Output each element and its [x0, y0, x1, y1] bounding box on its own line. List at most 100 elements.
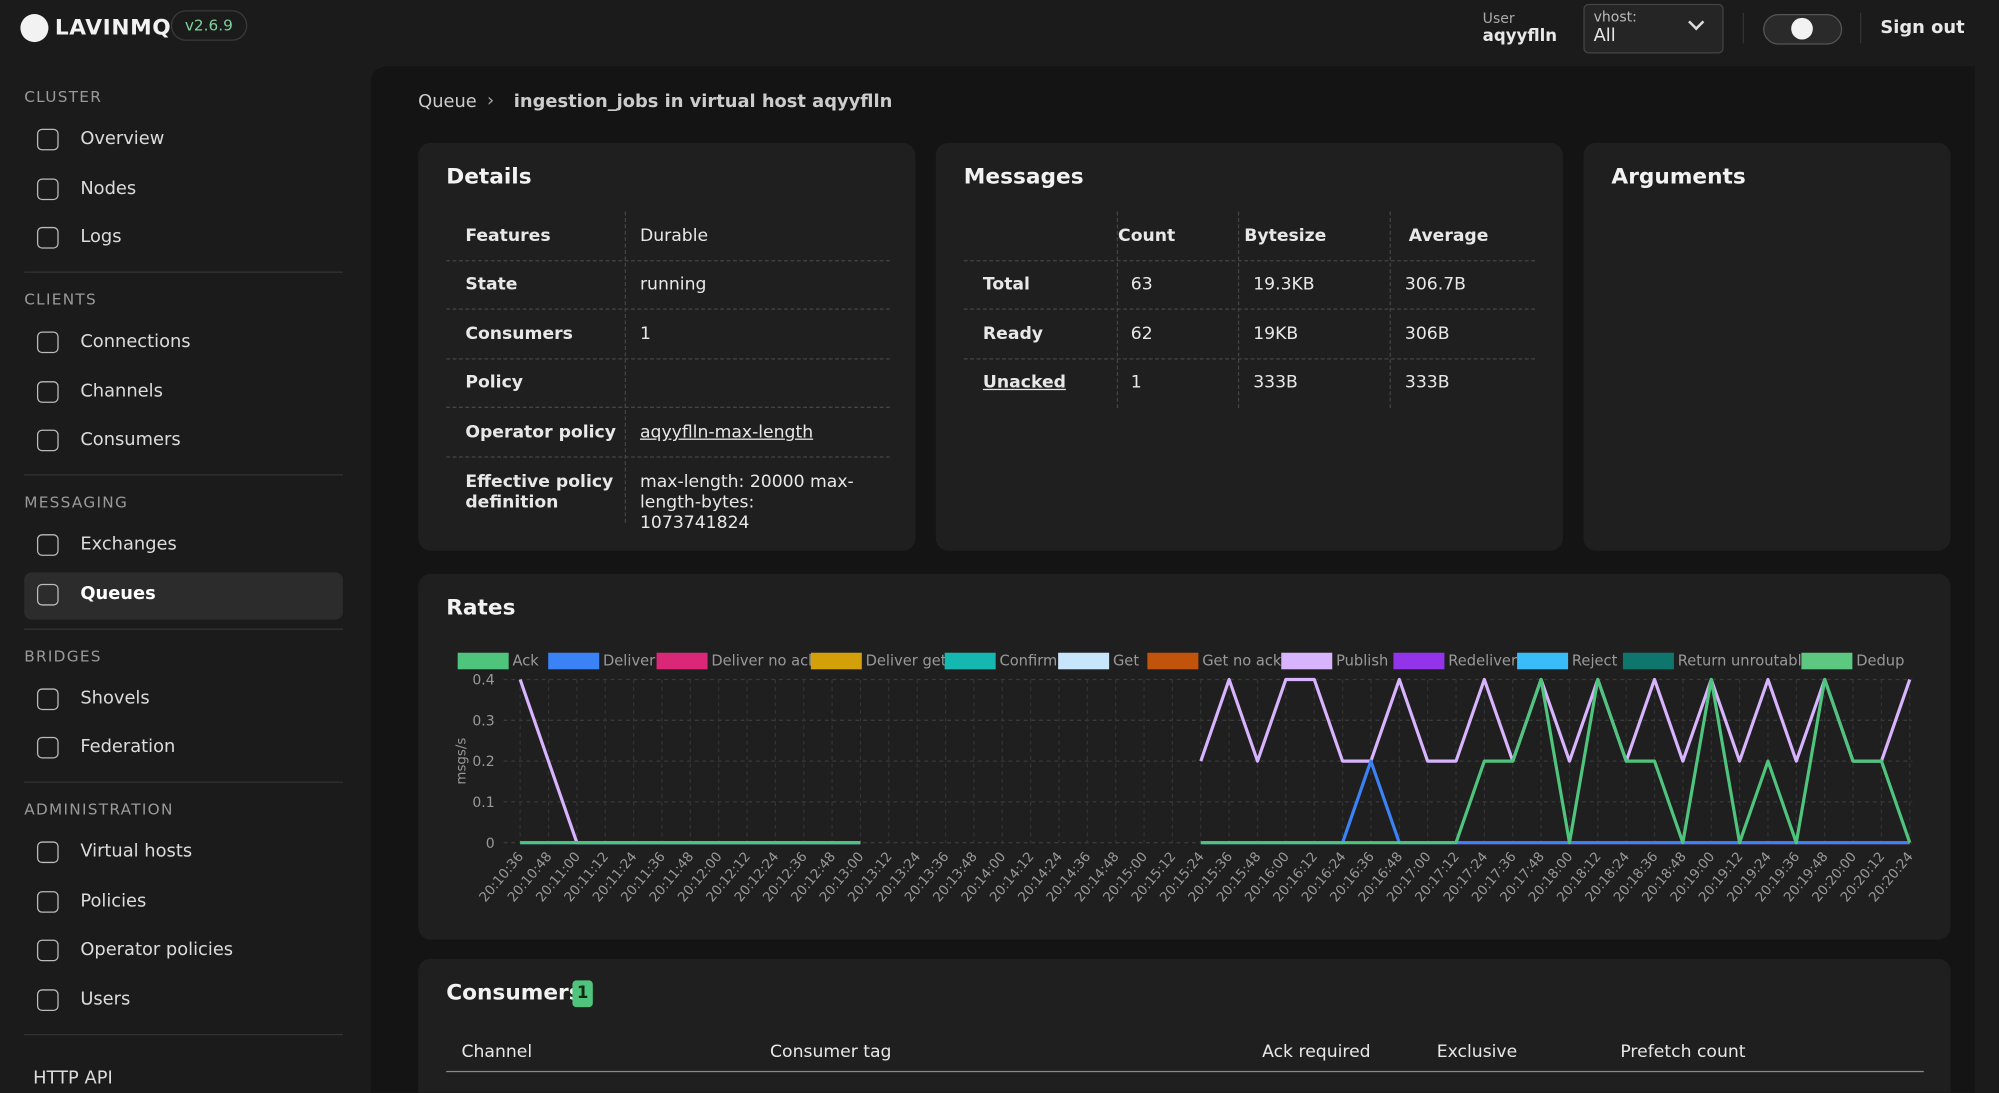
legend-swatch [1147, 652, 1199, 670]
detail-label: Features [465, 225, 551, 247]
http-api[interactable]: HTTP API [33, 1067, 113, 1089]
column-header: Exclusive [1436, 1041, 1518, 1062]
sidebar-divider [24, 627, 343, 630]
row-label[interactable]: Unacked [982, 372, 1066, 394]
user-name: aqyyflln [1482, 26, 1558, 46]
consumers-card [418, 958, 1951, 1093]
legend-swatch [548, 652, 600, 670]
y-tick-label: 0.2 [472, 754, 494, 770]
cell: 62 [1130, 323, 1153, 344]
row-divider [963, 357, 1535, 360]
col-divider [624, 211, 626, 523]
cell: 19KB [1253, 323, 1299, 344]
card-title: Rates [446, 595, 516, 621]
nav-item[interactable]: Consumers [80, 429, 181, 451]
details-card [418, 142, 916, 551]
nav-item[interactable]: Federation [80, 736, 176, 758]
y-tick-label: 0 [486, 836, 495, 852]
header-divider [1860, 12, 1862, 44]
legend-swatch [1517, 652, 1569, 670]
detail-value: max-length: 20000 max-length-bytes: 1073… [639, 471, 854, 533]
nav-item[interactable]: Nodes [80, 177, 137, 199]
detail-label: Consumers [465, 323, 573, 345]
legend-swatch [810, 652, 862, 670]
nav-item[interactable]: Policies [80, 890, 147, 911]
legend-swatch [1801, 652, 1853, 670]
detail-value: Durable [639, 225, 709, 247]
legend-label: Get no ack [1202, 652, 1282, 669]
breadcrumb: ingestion_jobs in virtual host aqyyflln [513, 91, 893, 113]
row-divider [446, 358, 890, 360]
legend-label: Confirm [999, 652, 1057, 669]
detail-value: running [639, 274, 707, 295]
nav-item[interactable]: Shovels [80, 687, 150, 709]
nav-icon [36, 380, 59, 403]
row-divider [446, 260, 890, 262]
logo [20, 14, 49, 43]
y-tick-label: 0.3 [472, 713, 494, 729]
nav-icon [36, 226, 59, 249]
legend-label: Deliver no ack [711, 652, 817, 669]
nav-item[interactable]: Virtual hosts [80, 841, 193, 862]
legend-label: Deliver get [866, 652, 947, 669]
legend-swatch [457, 652, 509, 670]
active-bg [24, 571, 343, 619]
card-title: Details [446, 164, 532, 190]
detail-value: 1 [639, 323, 651, 345]
nav-icon [36, 583, 59, 605]
detail-label: State [465, 274, 518, 295]
legend-swatch [1058, 652, 1110, 670]
brand: LAVINMQ [54, 15, 172, 41]
legend-label: Publish [1336, 652, 1388, 669]
column-header: Count [1118, 225, 1176, 247]
rates-card [418, 573, 1951, 940]
column-header: Prefetch count [1620, 1041, 1746, 1062]
nav-icon [36, 841, 59, 864]
row-label: Ready [982, 323, 1044, 344]
user-label: User [1482, 10, 1515, 27]
row-label: Total [982, 274, 1030, 295]
nav-item[interactable]: Exchanges [80, 534, 177, 555]
legend-label: Dedup [1856, 652, 1904, 669]
card-title: Messages [963, 164, 1084, 190]
nav-item[interactable]: Overview [80, 128, 165, 150]
nav-item[interactable]: Operator policies [80, 939, 234, 960]
legend-swatch [1393, 652, 1445, 670]
legend-label: Return unroutable [1678, 652, 1811, 669]
sidebar-divider [24, 271, 343, 273]
vhost-select[interactable] [1583, 3, 1724, 54]
column-header: Bytesize [1244, 225, 1327, 247]
y-tick-label: 0.4 [472, 673, 494, 689]
nav-item[interactable]: Queues [80, 583, 156, 604]
row-divider [446, 456, 890, 458]
breadcrumb[interactable]: Queue [418, 91, 477, 113]
legend-label: Reject [1572, 652, 1618, 669]
theme-knob [1791, 17, 1813, 40]
sidebar-divider [24, 1033, 343, 1035]
column-header: Channel [461, 1041, 533, 1062]
nav-icon [36, 177, 59, 200]
sign-out[interactable]: Sign out [1880, 17, 1965, 39]
legend-swatch [1622, 652, 1674, 670]
detail-label: Effective policy definition [465, 471, 614, 513]
sidebar-divider [24, 781, 343, 783]
nav-item[interactable]: Channels [80, 380, 163, 401]
cell: 333B [1404, 372, 1450, 394]
cell: 306.7B [1404, 274, 1467, 295]
detail-value[interactable]: aqyyflln-max-length [639, 421, 814, 443]
messages-card [935, 142, 1563, 551]
legend-swatch [1281, 652, 1333, 670]
y-tick-label: 0.1 [472, 795, 494, 811]
legend-label: Redeliver [1448, 652, 1518, 669]
section-title: ADMINISTRATION [24, 800, 174, 819]
nav-icon [36, 988, 59, 1011]
nav-icon [36, 736, 59, 759]
nav-item[interactable]: Connections [80, 331, 191, 352]
nav-icon [36, 687, 59, 710]
legend-label: Get [1113, 652, 1139, 669]
cell: 63 [1130, 274, 1153, 295]
nav-item[interactable]: Logs [80, 226, 122, 248]
detail-label: Operator policy [465, 421, 616, 443]
section-title: CLUSTER [24, 87, 103, 106]
nav-item[interactable]: Users [80, 988, 131, 1010]
